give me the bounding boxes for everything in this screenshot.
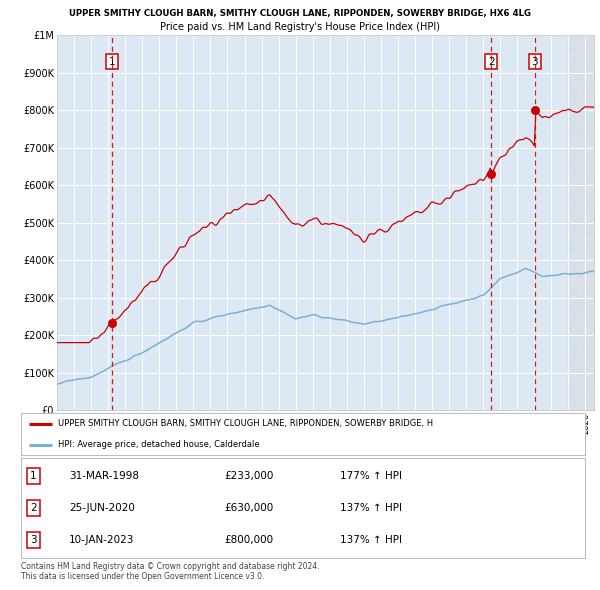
Text: £800,000: £800,000 [224, 535, 273, 545]
Text: Price paid vs. HM Land Registry's House Price Index (HPI): Price paid vs. HM Land Registry's House … [160, 22, 440, 32]
Text: £630,000: £630,000 [224, 503, 273, 513]
Text: 3: 3 [30, 535, 37, 545]
Text: 137% ↑ HPI: 137% ↑ HPI [340, 535, 401, 545]
Text: 10-JAN-2023: 10-JAN-2023 [69, 535, 134, 545]
Text: HPI: Average price, detached house, Calderdale: HPI: Average price, detached house, Cald… [58, 440, 259, 450]
Text: UPPER SMITHY CLOUGH BARN, SMITHY CLOUGH LANE, RIPPONDEN, SOWERBY BRIDGE, HX6 4LG: UPPER SMITHY CLOUGH BARN, SMITHY CLOUGH … [69, 9, 531, 18]
Text: UPPER SMITHY CLOUGH BARN, SMITHY CLOUGH LANE, RIPPONDEN, SOWERBY BRIDGE, H: UPPER SMITHY CLOUGH BARN, SMITHY CLOUGH … [58, 419, 433, 428]
Text: 2: 2 [30, 503, 37, 513]
Text: 1: 1 [30, 471, 37, 481]
Text: 31-MAR-1998: 31-MAR-1998 [69, 471, 139, 481]
Text: 3: 3 [532, 57, 538, 67]
Text: £233,000: £233,000 [224, 471, 274, 481]
Text: 1: 1 [109, 57, 116, 67]
Text: 25-JUN-2020: 25-JUN-2020 [69, 503, 135, 513]
Text: 177% ↑ HPI: 177% ↑ HPI [340, 471, 401, 481]
Text: 2: 2 [488, 57, 494, 67]
Text: 137% ↑ HPI: 137% ↑ HPI [340, 503, 401, 513]
Text: Contains HM Land Registry data © Crown copyright and database right 2024.
This d: Contains HM Land Registry data © Crown c… [21, 562, 320, 581]
